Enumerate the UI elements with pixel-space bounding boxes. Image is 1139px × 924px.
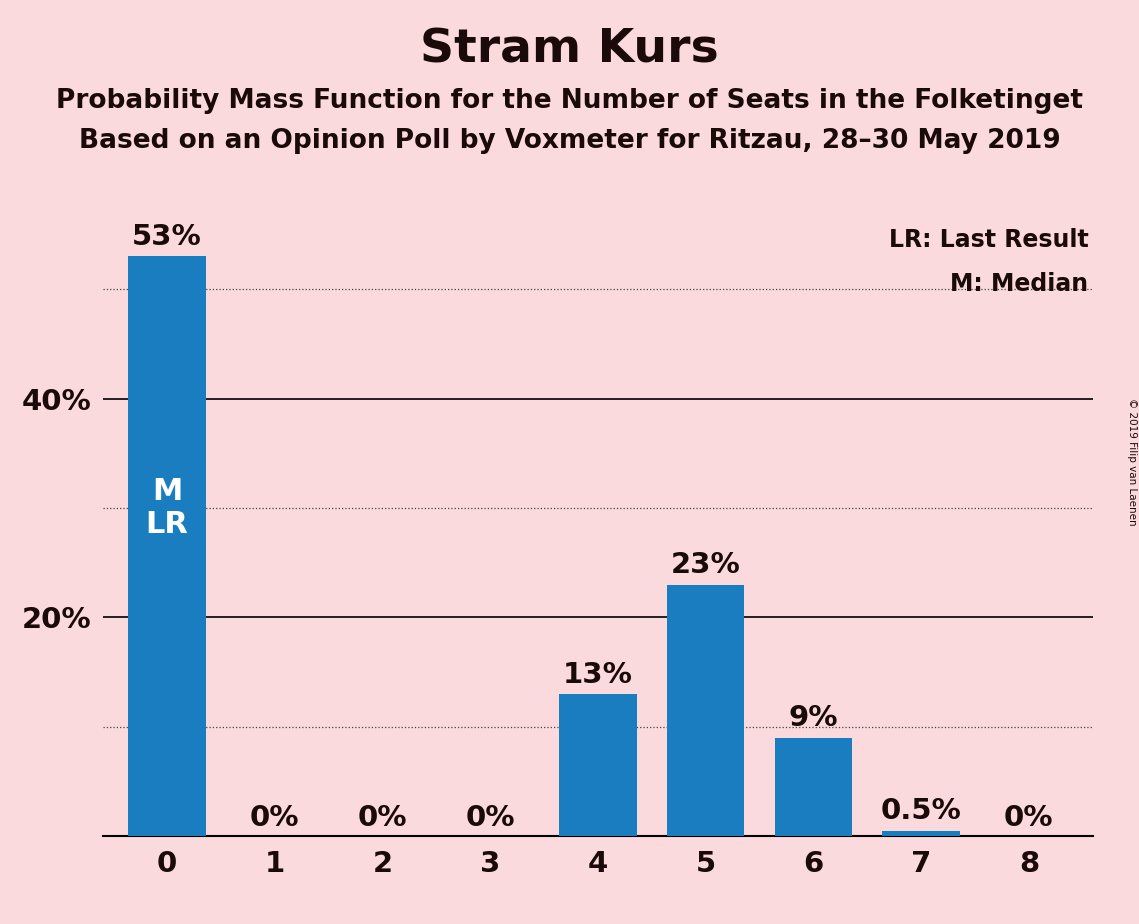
Bar	[883, 831, 960, 836]
Text: 0.5%: 0.5%	[880, 797, 961, 825]
Text: 0%: 0%	[466, 804, 515, 832]
Text: Based on an Opinion Poll by Voxmeter for Ritzau, 28–30 May 2019: Based on an Opinion Poll by Voxmeter for…	[79, 128, 1060, 153]
Bar	[667, 585, 745, 836]
Text: Probability Mass Function for the Number of Seats in the Folketinget: Probability Mass Function for the Number…	[56, 88, 1083, 114]
Text: 9%: 9%	[788, 704, 838, 732]
Text: 0%: 0%	[251, 804, 300, 832]
Bar	[559, 694, 637, 836]
Text: 23%: 23%	[671, 551, 740, 579]
Text: 53%: 53%	[132, 223, 202, 250]
Text: M
LR: M LR	[146, 477, 189, 540]
Text: 0%: 0%	[358, 804, 408, 832]
Text: 13%: 13%	[563, 661, 633, 688]
Text: M: Median: M: Median	[950, 272, 1089, 296]
Bar	[129, 256, 206, 836]
Text: 0%: 0%	[1005, 804, 1054, 832]
Text: LR: Last Result: LR: Last Result	[888, 228, 1089, 252]
Text: © 2019 Filip van Laenen: © 2019 Filip van Laenen	[1126, 398, 1137, 526]
Text: Stram Kurs: Stram Kurs	[420, 28, 719, 73]
Bar	[775, 737, 852, 836]
